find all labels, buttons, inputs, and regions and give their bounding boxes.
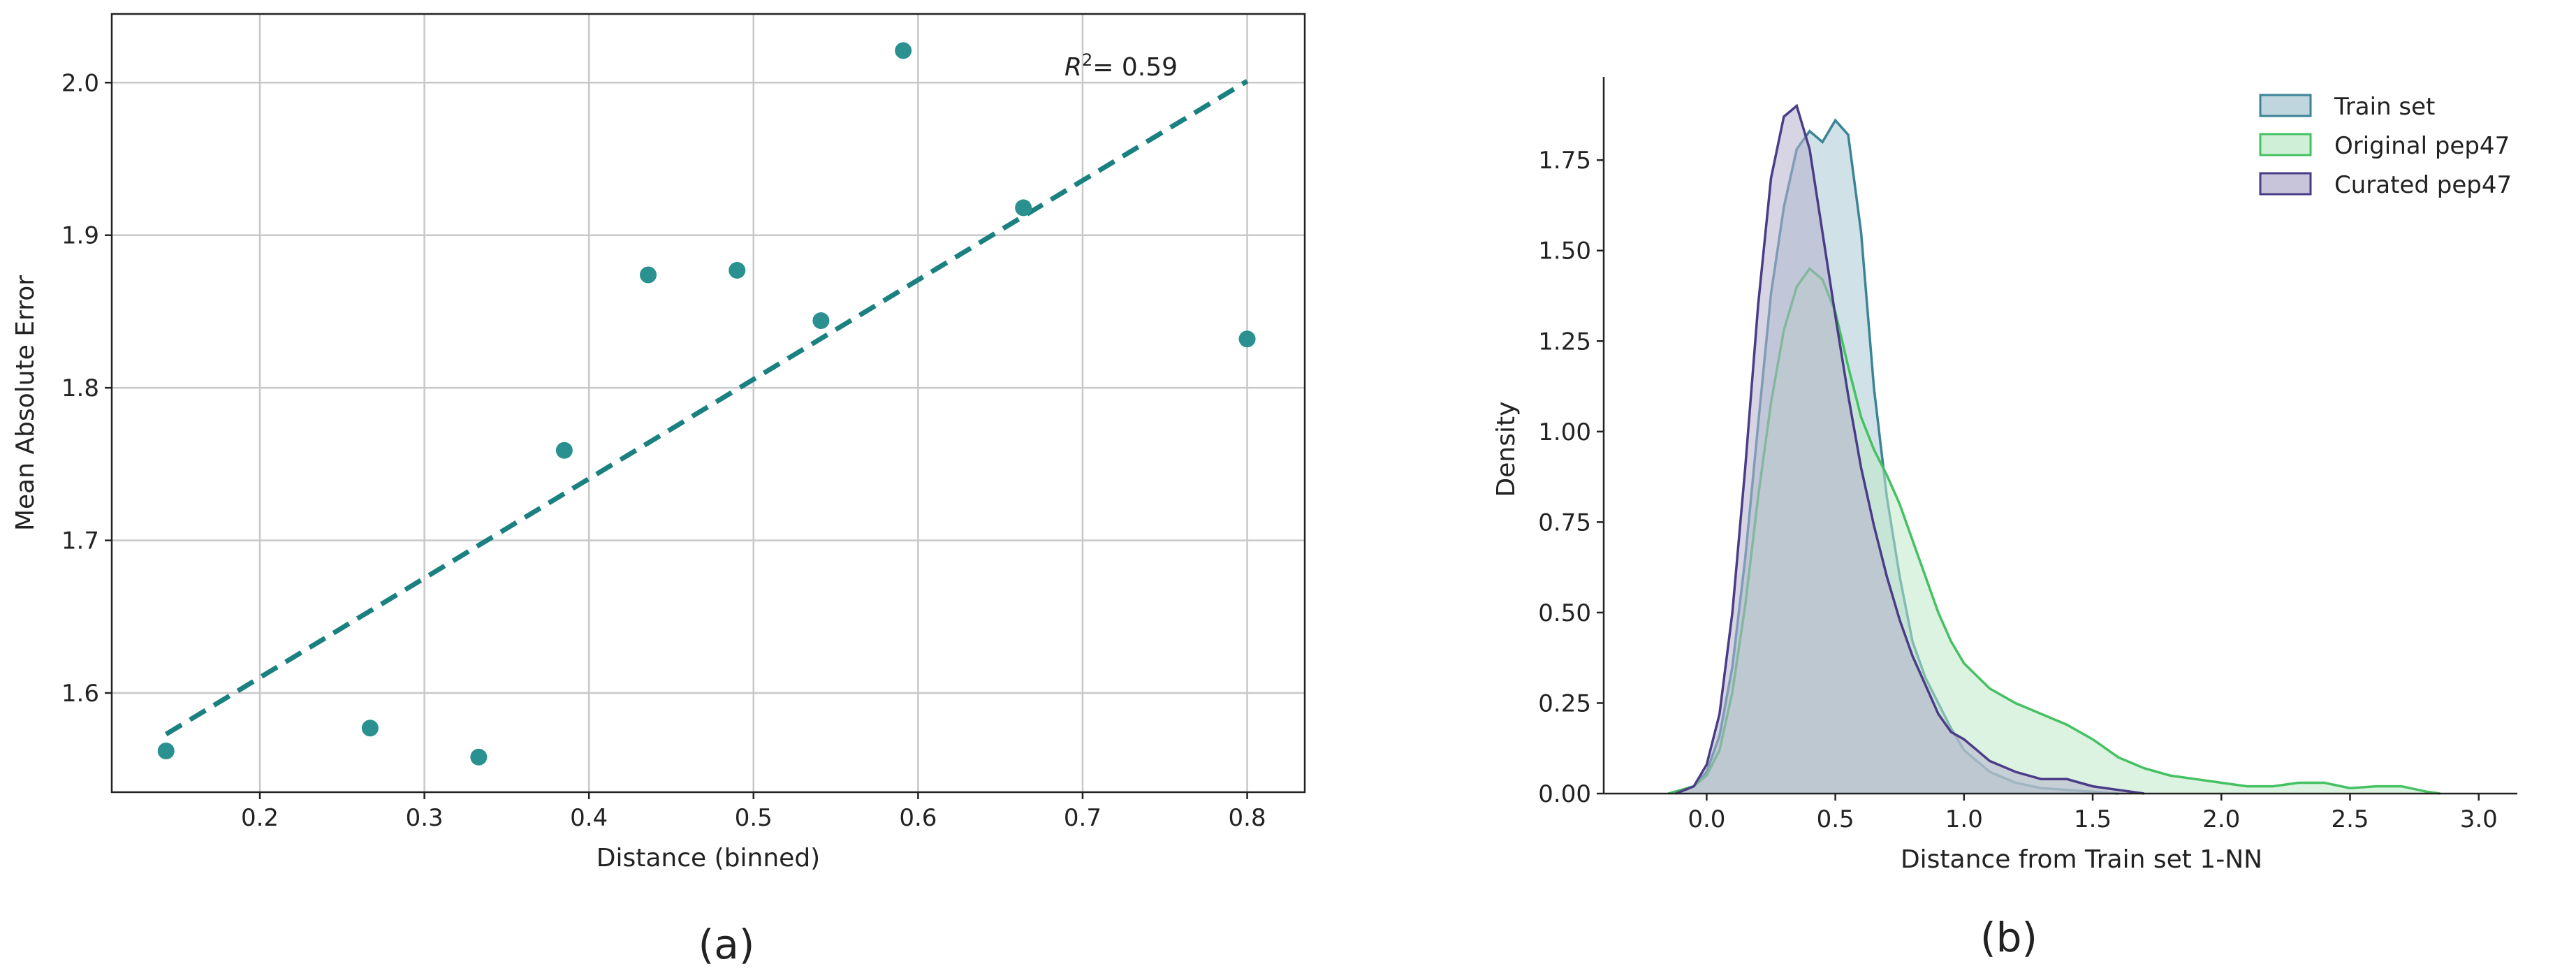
scatter-points	[157, 42, 1256, 766]
x-tick-label: 0.8	[1229, 804, 1266, 832]
density-line-2	[1675, 103, 2144, 795]
x-tick-label: 1.5	[2074, 805, 2112, 833]
grid-lines	[112, 14, 1305, 792]
x-tick-label: 0.6	[899, 804, 937, 832]
x-tick-label: 0.4	[570, 804, 608, 832]
scatter-point	[640, 266, 657, 284]
superscript-2: 2	[1082, 50, 1092, 70]
x-tick-label: 2.0	[2202, 805, 2240, 833]
scatter-point	[729, 261, 746, 279]
density-areas	[1667, 103, 2440, 795]
y-axis-ticks: 0.00 0.25 0.50 0.75 1.00 1.25 1.50 1.75	[1538, 147, 1604, 808]
legend-swatch	[2259, 133, 2312, 156]
scatter-point	[361, 720, 379, 737]
scatter-point	[555, 441, 573, 459]
legend-label: Train set	[2334, 93, 2435, 121]
x-tick-label: 1.0	[1945, 805, 1983, 833]
y-tick-label: 1.7	[61, 527, 99, 555]
scatter-point	[470, 748, 488, 766]
x-tick-label: 3.0	[2460, 805, 2498, 833]
x-axis-ticks: 0.0 0.5 1.0 1.5 2.0 2.5 3.0	[1688, 794, 2498, 833]
y-tick-label: 1.75	[1538, 147, 1591, 175]
legend-swatch	[2259, 172, 2312, 196]
x-tick-label: 0.5	[1817, 805, 1854, 833]
y-axis-ticks: 1.6 1.7 1.8 1.9 2.0	[61, 69, 112, 708]
scatter-point	[1015, 199, 1032, 217]
fit-line	[164, 79, 1249, 736]
x-axis-label: Distance (binned)	[597, 844, 820, 873]
r-symbol: R	[1064, 53, 1082, 82]
y-tick-label: 0.75	[1538, 509, 1591, 537]
y-tick-label: 1.8	[61, 374, 99, 402]
legend: Train set Original pep47 Curated pep47	[2259, 93, 2512, 199]
panel-label-a: (a)	[698, 921, 755, 968]
x-tick-label: 0.0	[1688, 805, 1725, 833]
y-tick-label: 1.50	[1538, 238, 1591, 265]
x-tick-label: 0.2	[241, 804, 279, 832]
y-tick-label: 0.50	[1538, 599, 1591, 627]
y-tick-label: 1.00	[1538, 418, 1591, 446]
x-tick-label: 0.3	[406, 804, 444, 832]
fit-line-layer	[164, 79, 1249, 736]
x-tick-label: 2.5	[2331, 805, 2369, 833]
density-panel: 0.0 0.5 1.0 1.5 2.0 2.5 3.0 0.00 0.25 0.50 0.75 1.…	[1492, 77, 2517, 961]
y-axis-label: Density	[1492, 402, 1521, 497]
legend-swatch	[2259, 94, 2312, 117]
y-tick-label: 1.9	[61, 222, 99, 250]
y-tick-label: 2.0	[61, 69, 99, 97]
panel-label-b: (b)	[1980, 914, 2037, 961]
y-tick-label: 0.00	[1538, 780, 1591, 808]
legend-label: Curated pep47	[2334, 171, 2512, 199]
scatter-point	[895, 42, 912, 59]
x-tick-label: 0.7	[1064, 804, 1102, 832]
scatter-panel: 0.2 0.3 0.4 0.5 0.6 0.7 0.8 1.6 1.7 1.8 1.9 2.0 R2…	[11, 13, 1306, 968]
y-tick-label: 0.25	[1538, 689, 1591, 717]
x-axis-label: Distance from Train set 1-NN	[1901, 845, 2262, 874]
x-tick-label: 0.5	[735, 804, 773, 832]
r-squared-annotation: R2= 0.59	[1064, 50, 1178, 82]
density-fill-2	[1676, 105, 2144, 794]
y-tick-label: 1.6	[61, 680, 99, 708]
plot-frame	[110, 13, 1306, 794]
r-squared-value: = 0.59	[1092, 53, 1178, 82]
scatter-point	[1238, 330, 1256, 348]
y-axis-label: Mean Absolute Error	[11, 275, 40, 531]
scatter-point	[157, 743, 175, 760]
legend-label: Original pep47	[2334, 132, 2510, 160]
x-axis-ticks: 0.2 0.3 0.4 0.5 0.6 0.7 0.8	[241, 792, 1266, 832]
y-tick-label: 1.25	[1538, 328, 1591, 356]
scatter-point	[812, 312, 830, 330]
